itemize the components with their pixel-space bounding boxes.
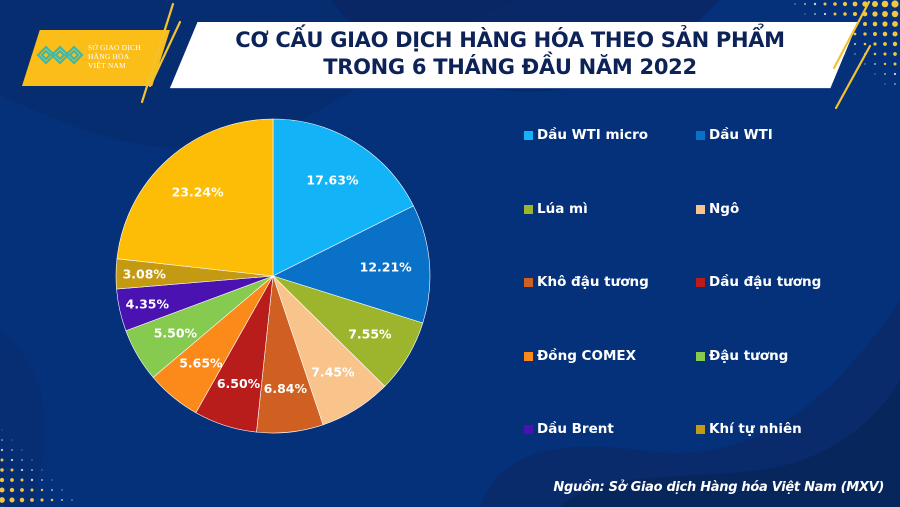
legend-label: Dầu WTI [709,127,773,143]
legend-label: Lúa mì [537,200,588,217]
slice-value-label: 5.65% [179,356,223,371]
slice-value-label: 5.50% [154,326,198,341]
legend-item: Ngô [696,201,866,275]
legend-label: Ngô [709,200,740,217]
slice-value-label: 12.21% [360,260,413,275]
slice-value-label: 7.55% [348,327,392,342]
title-banner [170,22,858,88]
legend-label: Đồng COMEX [537,347,637,364]
legend-item: Khí tự nhiên [696,421,866,495]
legend-item: Dầu WTI [696,127,866,201]
logo-line-1: SỞ GIAO DỊCH [88,43,141,52]
slice-value-label: 23.24% [172,184,225,199]
pie-slice [116,118,274,277]
slice-value-label: 4.35% [126,297,170,312]
slice-value-label: 6.84% [264,381,308,396]
legend-label: Dầu đậu tương [709,274,822,290]
source-note: Nguồn: Sở Giao dịch Hàng hóa Việt Nam (M… [553,480,884,495]
slice-value-label: 17.63% [306,172,359,187]
pie-slice [272,118,414,277]
slice-value-label: 7.45% [311,364,355,379]
legend-swatch-icon [696,425,705,434]
slash-accents [140,0,872,110]
legend-swatch-icon [524,204,533,214]
legend-item: Khô đậu tương [524,274,696,348]
legend-item: Dầu đậu tương [696,274,866,348]
legend-item: Dầu WTI micro [524,127,696,201]
page-title: CƠ CẤU GIAO DỊCH HÀNG HÓA THEO SẢN PHẨM … [195,27,825,81]
title-line-2: TRONG 6 THÁNG ĐẦU NĂM 2022 [323,55,697,79]
legend-label: Đậu tương [709,347,789,364]
mxv-logo-icon [36,45,84,65]
legend-item: Lúa mì [524,201,696,275]
legend-item: Đồng COMEX [524,348,696,422]
logo-line-2: HÀNG HÓA [88,52,130,61]
legend-swatch-icon [524,131,533,140]
legend-swatch-icon [524,425,533,434]
logo-text: SỞ GIAO DỊCH HÀNG HÓA VIỆT NAM [88,43,141,70]
legend-label: Khô đậu tương [537,274,649,290]
legend-swatch-icon [696,204,705,214]
legend-swatch-icon [524,278,533,287]
title-line-1: CƠ CẤU GIAO DỊCH HÀNG HÓA THEO SẢN PHẨM [235,28,785,52]
legend-swatch-icon [696,131,705,140]
legend-swatch-icon [696,351,705,361]
legend-label: Dầu WTI micro [537,127,649,143]
pie-slice [272,205,431,324]
legend-swatch-icon [524,351,533,361]
halftone-dots-top-right [794,0,899,85]
legend-item: Đậu tương [696,348,866,422]
legend-label: Dầu Brent [537,421,614,437]
legend-label: Khí tự nhiên [709,421,802,437]
legend-item: Dầu Brent [524,421,696,495]
slice-value-label: 6.50% [217,376,261,391]
halftone-dots-bottom-left [0,429,73,507]
legend-swatch-icon [696,278,705,287]
chart-legend: Dầu WTI micro Dầu WTI Lúa mì Ngô Khô đậu… [524,127,866,495]
logo-line-3: VIỆT NAM [88,61,126,70]
slice-value-label: 3.08% [123,267,167,282]
